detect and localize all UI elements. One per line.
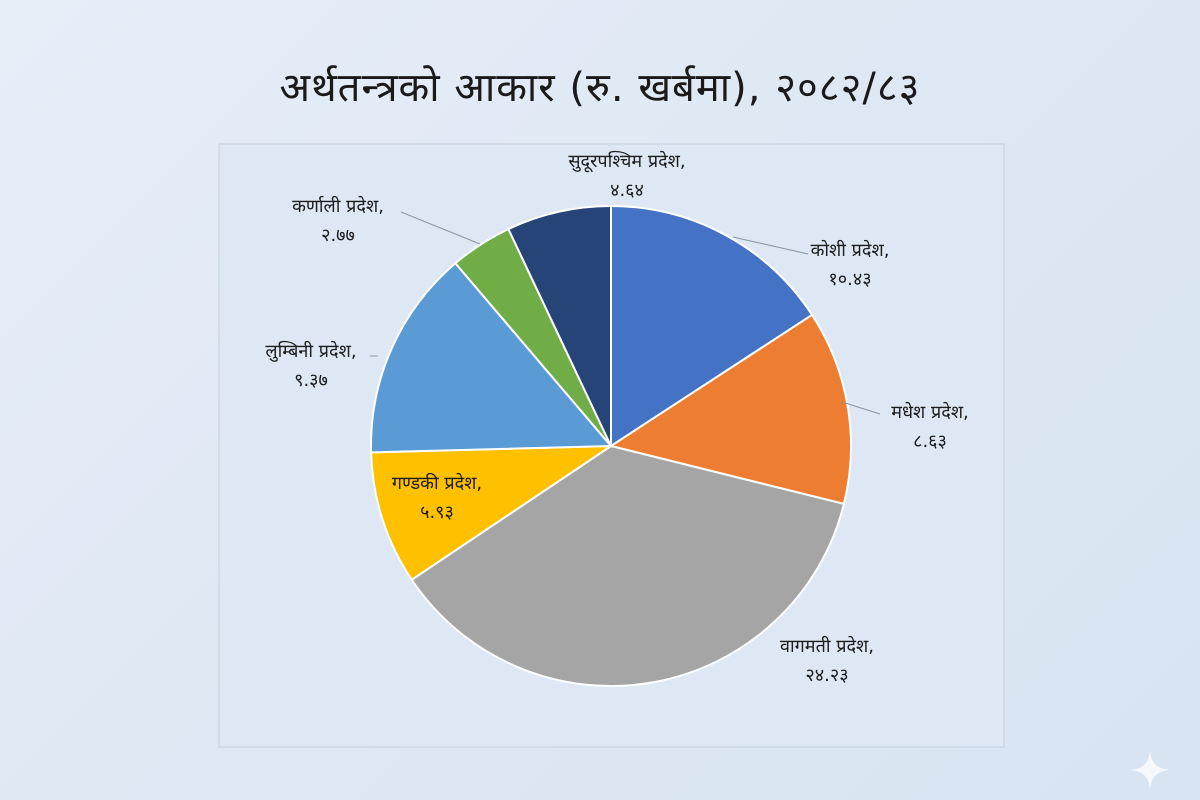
chart-title: अर्थतन्त्रको आकार (रु. खर्बमा), २०८२/८३: [279, 65, 921, 111]
slice-label-value: ८.६३: [913, 431, 947, 452]
slice-label-name: वागमती प्रदेश,: [780, 635, 874, 657]
leader-line: [400, 211, 481, 245]
leader-lines: [370, 211, 881, 415]
slice-label-name: कर्णाली प्रदेश,: [292, 195, 384, 217]
slice-label-name: सुदूरपश्चिम प्रदेश,: [568, 150, 685, 173]
slice-label-value: २४.२३: [805, 665, 848, 686]
slice-labels: कोशी प्रदेश, १०.४३ मधेश प्रदेश, ८.६३ वागमती …: [265, 150, 968, 686]
slice-label-value: ४.६४: [610, 180, 644, 201]
pie-slice: [370, 444, 615, 582]
slice-label: वागमती प्रदेश, २४.२३: [780, 635, 874, 686]
slice-label-value: १०.४३: [828, 269, 871, 290]
slice-label-name: कोशी प्रदेश,: [811, 239, 890, 261]
slice-label-value: २.७७: [321, 225, 355, 246]
slice-label-value: ९.३७: [294, 370, 328, 391]
slice-label: गण्डकी प्रदेश, ५.९३: [392, 472, 482, 523]
leader-line: [841, 401, 881, 415]
slice-label-name: मधेश प्रदेश,: [891, 401, 969, 423]
slice-label-name: गण्डकी प्रदेश,: [392, 472, 482, 494]
pie-slice: [410, 444, 846, 687]
slice-label-value: ५.९३: [420, 502, 454, 523]
slice-label-name: लुम्बिनी प्रदेश,: [265, 340, 356, 362]
pie-slice: [608, 313, 852, 506]
slice-label: कोशी प्रदेश, १०.४३: [811, 239, 890, 290]
pie-slices: [370, 204, 852, 687]
slice-label: कर्णाली प्रदेश, २.७७: [292, 195, 384, 246]
sparkle-icon: [1130, 750, 1170, 790]
slice-label: मधेश प्रदेश, ८.६३: [891, 401, 969, 452]
slice-label: सुदूरपश्चिम प्रदेश, ४.६४: [568, 150, 685, 201]
leader-line: [732, 236, 809, 255]
pie-slice: [610, 204, 814, 448]
pie-slice: [370, 261, 614, 454]
pie-slice: [507, 204, 612, 447]
slice-label: लुम्बिनी प्रदेश, ९.३७: [265, 340, 356, 391]
